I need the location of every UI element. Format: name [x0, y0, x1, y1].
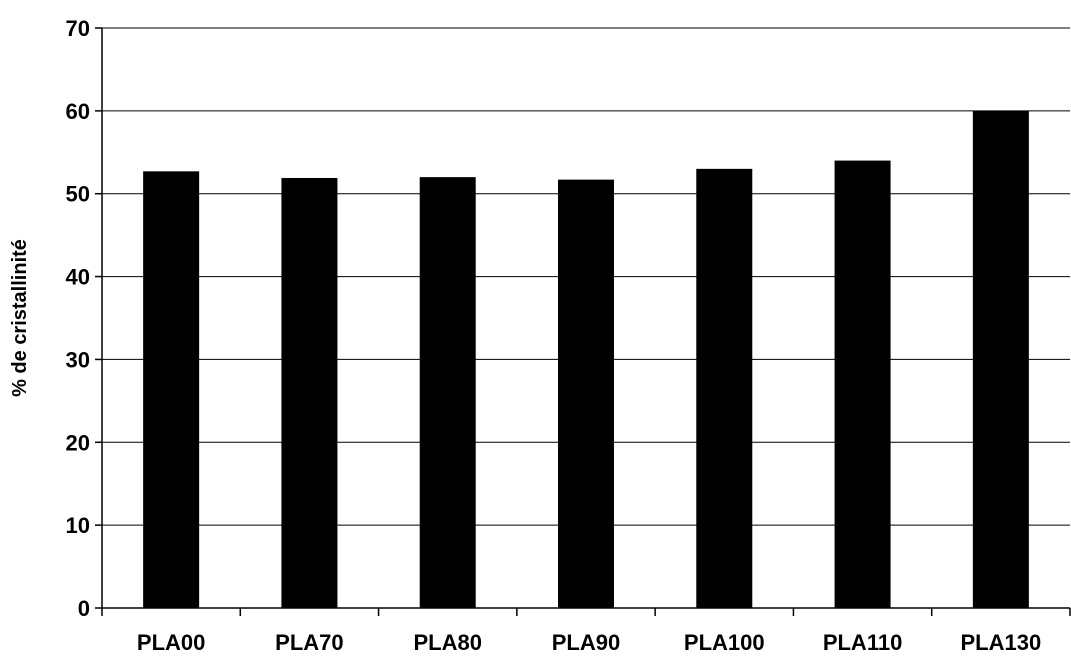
bar-PLA70 [281, 177, 338, 608]
y-tick-label-20: 20 [66, 430, 90, 455]
axes [95, 27, 1071, 616]
x-tick-label-PLA130: PLA130 [960, 630, 1041, 655]
bar-PLA80 [419, 177, 476, 608]
x-tick-label-PLA70: PLA70 [275, 630, 343, 655]
bar-PLA90 [558, 179, 614, 608]
y-tick-labels: 0 10 20 30 40 50 60 70 [66, 16, 90, 621]
y-tick-label-70: 70 [66, 16, 90, 41]
bars [143, 110, 1029, 609]
x-tick-label-PLA00: PLA00 [137, 630, 205, 655]
y-tick-label-50: 50 [66, 182, 90, 207]
x-tick-labels: PLA00 PLA70 PLA80 PLA90 PLA100 PLA110 PLA130 [137, 630, 1041, 655]
x-tick-label-PLA90: PLA90 [552, 630, 620, 655]
x-tick-label-PLA80: PLA80 [413, 630, 481, 655]
y-axis-title: % de cristallinité [9, 239, 31, 397]
y-tick-label-0: 0 [78, 596, 90, 621]
y-tick-label-60: 60 [66, 99, 90, 124]
bar-PLA110 [834, 160, 891, 609]
bar-PLA130 [972, 110, 1029, 608]
y-tick-label-40: 40 [66, 265, 90, 290]
y-tick-label-10: 10 [66, 513, 90, 538]
y-tick-label-30: 30 [66, 347, 90, 372]
bar-PLA100 [696, 168, 753, 608]
x-tick-label-PLA110: PLA110 [823, 630, 903, 655]
bar-PLA00 [143, 171, 200, 609]
x-tick-label-PLA100: PLA100 [684, 630, 765, 655]
